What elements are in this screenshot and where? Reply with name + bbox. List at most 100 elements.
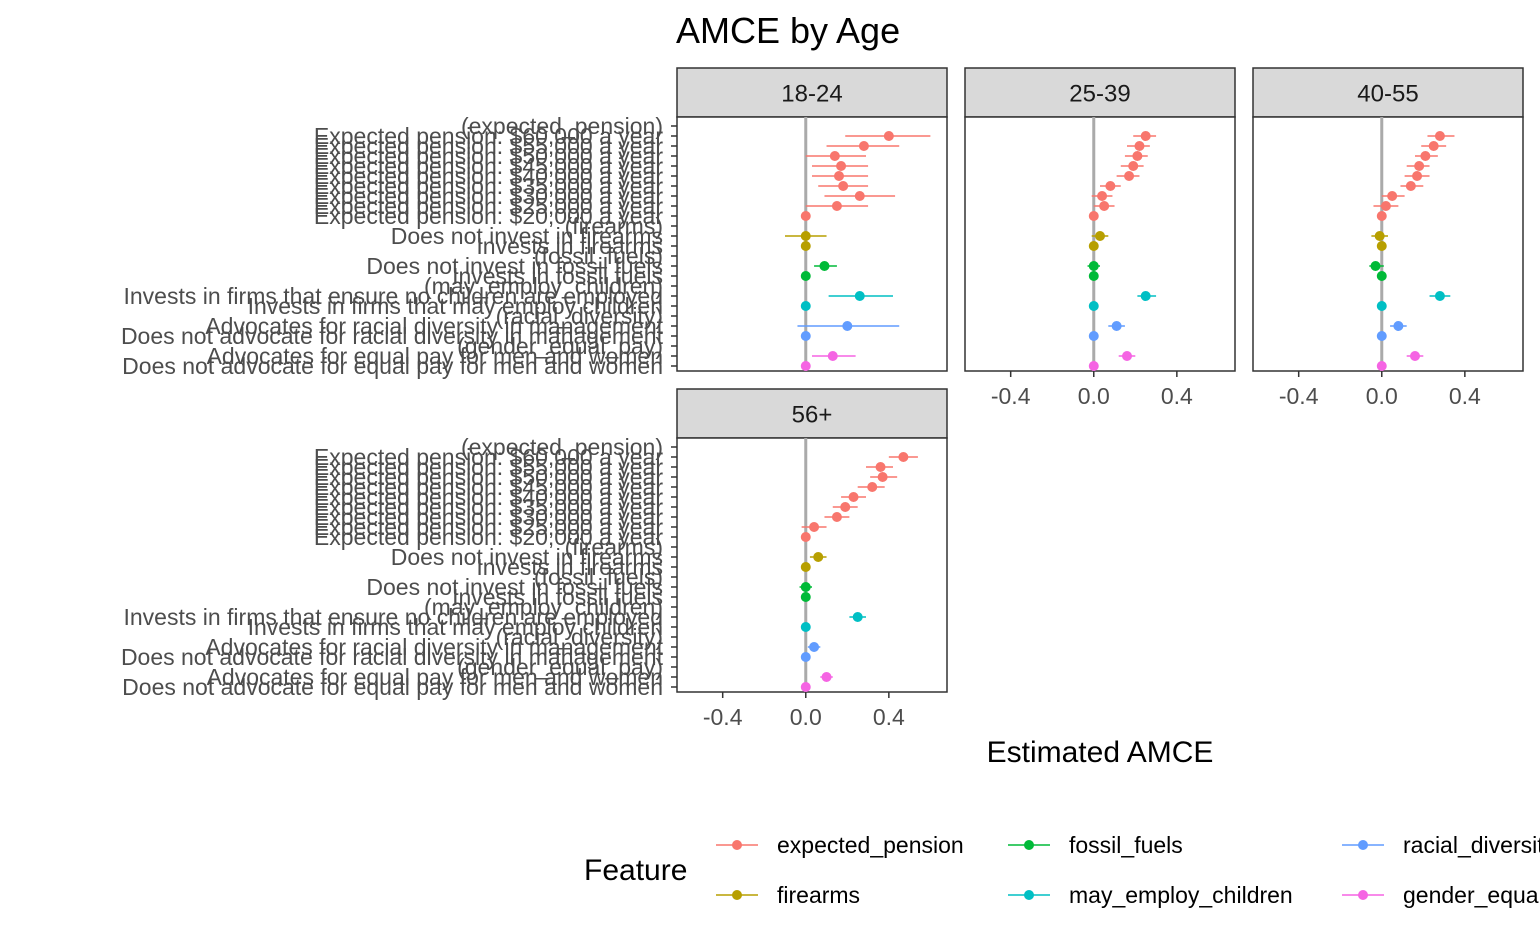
estimate-point: [848, 492, 859, 502]
estimate-point: [1111, 321, 1122, 331]
estimate-point: [800, 271, 811, 281]
y-tick-label: Expected pension: $35,000 a year: [314, 494, 663, 520]
estimate-point: [809, 642, 820, 652]
estimate-point: [800, 682, 811, 692]
estimate-point: [1140, 291, 1151, 301]
y-tick-label: Invests in firms that ensure no children…: [124, 283, 664, 309]
legend-key-point: [1358, 840, 1368, 850]
estimate-point: [1105, 181, 1116, 191]
facet-panel: 18-24(expected_pension)Expected pension:…: [121, 67, 948, 379]
y-tick-label: Advocates for racial diversity in manage…: [205, 313, 663, 339]
legend-key-point: [1024, 840, 1034, 850]
estimate-point: [1376, 331, 1387, 341]
estimate-point: [800, 652, 811, 662]
legend-entry-label: fossil_fuels: [1069, 832, 1183, 858]
estimate-point: [831, 512, 842, 522]
estimate-point: [1376, 301, 1387, 311]
estimate-point: [813, 552, 824, 562]
estimate-point: [1124, 171, 1135, 181]
y-tick-label: Expected pension: $40,000 a year: [314, 163, 663, 189]
y-tick-label: Expected pension: $45,000 a year: [314, 153, 663, 179]
legend-entry-label: expected_pension: [777, 832, 964, 858]
x-tick-label: 0.4: [1161, 383, 1193, 409]
y-tick-label: Does not advocate for racial diversity i…: [121, 644, 664, 670]
estimate-point: [1412, 171, 1423, 181]
estimate-point: [1140, 131, 1151, 141]
legend: Feature expected_pension firearms fossil_f…: [584, 832, 1540, 908]
y-tick-label: Advocates for racial diversity in manage…: [205, 634, 663, 660]
estimate-point: [898, 452, 909, 462]
y-tick-label: Does not advocate for equal pay for men …: [122, 674, 663, 700]
estimate-point: [1376, 271, 1387, 281]
estimate-point: [827, 351, 838, 361]
y-tick-label: Invests in firearms: [476, 554, 663, 580]
y-tick-label: Expected pension: $50,000 a year: [314, 464, 663, 490]
y-tick-label: Does not invest in fossil fuels: [366, 253, 663, 279]
y-tick-label: (gender_equal_pay): [457, 333, 663, 359]
estimate-point: [854, 291, 865, 301]
x-tick-label: 0.0: [1366, 383, 1398, 409]
y-tick-label: Expected pension: $60,000 a year: [314, 444, 663, 470]
y-tick-label: Does not invest in fossil fuels: [366, 574, 663, 600]
estimate-point: [1410, 351, 1420, 361]
y-tick-label: Expected pension: $40,000 a year: [314, 484, 663, 510]
facet-panel: 25-39 -0.4 0.0 0.4: [964, 67, 1236, 409]
facet-strip: [676, 67, 948, 118]
chart-title: AMCE by Age: [676, 10, 900, 51]
facet-strip-label: 25-39: [1069, 81, 1130, 108]
legend-entry-label: firearms: [777, 882, 860, 908]
facet-strip-label: 40-55: [1357, 81, 1418, 108]
y-tick-label: (expected_pension): [461, 113, 663, 139]
y-tick-label: Advocates for equal pay for men and wome…: [207, 343, 663, 369]
estimate-point: [1370, 261, 1381, 271]
estimate-point: [1376, 361, 1387, 371]
estimate-point: [1088, 301, 1099, 311]
estimate-point: [1405, 181, 1416, 191]
estimate-point: [809, 522, 820, 532]
facet-strip-label: 56+: [792, 402, 833, 429]
y-tick-label: Expected pension: $35,000 a year: [314, 173, 663, 199]
y-tick-label: (firearms): [565, 534, 663, 560]
facet-strip-label: 18-24: [781, 81, 842, 108]
estimate-point: [800, 331, 811, 341]
y-tick-label: Expected pension: $25,000 a year: [314, 193, 663, 219]
estimate-point: [800, 532, 811, 542]
y-tick-label: (fossil_fuels): [534, 564, 663, 590]
estimate-point: [1380, 201, 1391, 211]
estimate-point: [1095, 231, 1105, 241]
facet-strip: [676, 388, 948, 439]
x-tick-label: 0.0: [790, 704, 822, 730]
estimate-point: [1122, 351, 1132, 361]
estimate-point: [800, 231, 811, 241]
estimate-point: [800, 622, 811, 632]
y-tick-label: Invests in firms that may employ childre…: [248, 614, 663, 640]
y-tick-label: Expected pension: $25,000 a year: [314, 514, 663, 540]
facet-panel: 40-55 -0.4 0.0 0.4: [1252, 67, 1524, 409]
estimate-point: [821, 672, 832, 682]
estimate-point: [1088, 261, 1099, 271]
estimate-point: [800, 582, 811, 592]
estimate-point: [829, 151, 840, 161]
y-tick-label: Does not invest in firearms: [391, 223, 663, 249]
x-tick-label: -0.4: [1279, 383, 1319, 409]
estimate-point: [819, 261, 830, 271]
panel-frame: [964, 116, 1236, 372]
estimate-point: [800, 241, 811, 251]
estimate-point: [1099, 201, 1110, 211]
y-tick-label: Expected pension: $55,000 a year: [314, 133, 663, 159]
estimate-point: [1088, 271, 1099, 281]
legend-key-point: [732, 840, 742, 850]
estimate-point: [1088, 361, 1099, 371]
estimate-point: [800, 301, 811, 311]
x-tick-label: 0.4: [873, 704, 905, 730]
estimate-point: [1374, 231, 1385, 241]
estimate-point: [854, 191, 865, 201]
y-tick-label: (racial_diversity): [496, 624, 663, 650]
estimate-point: [1088, 331, 1099, 341]
legend-title: Feature: [584, 854, 687, 887]
y-tick-label: (gender_equal_pay): [457, 654, 663, 680]
y-tick-label: Advocates for equal pay for men and wome…: [207, 664, 663, 690]
estimate-point: [800, 361, 811, 371]
y-tick-label: Invests in fossil fuels: [452, 263, 663, 289]
